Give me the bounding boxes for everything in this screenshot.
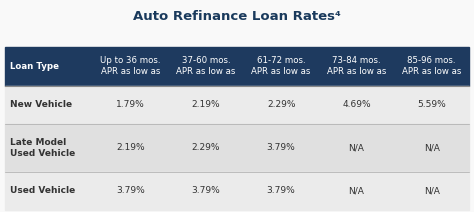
Text: 2.19%: 2.19% bbox=[191, 100, 220, 109]
Text: 4.69%: 4.69% bbox=[342, 100, 371, 109]
Bar bbox=[5, 47, 469, 86]
Text: 2.29%: 2.29% bbox=[191, 143, 220, 152]
Text: 85-96 mos.
APR as low as: 85-96 mos. APR as low as bbox=[402, 56, 461, 76]
Bar bbox=[5, 124, 469, 172]
Text: N/A: N/A bbox=[348, 143, 365, 152]
Text: 3.79%: 3.79% bbox=[267, 186, 295, 195]
Bar bbox=[5, 172, 469, 210]
Text: 2.29%: 2.29% bbox=[267, 100, 295, 109]
Bar bbox=[5, 86, 469, 124]
Text: Late Model
Used Vehicle: Late Model Used Vehicle bbox=[10, 138, 76, 158]
Text: N/A: N/A bbox=[424, 143, 439, 152]
Text: 37-60 mos.
APR as low as: 37-60 mos. APR as low as bbox=[176, 56, 236, 76]
Text: Used Vehicle: Used Vehicle bbox=[10, 186, 76, 195]
Text: 1.79%: 1.79% bbox=[116, 100, 145, 109]
Text: New Vehicle: New Vehicle bbox=[10, 100, 73, 109]
Text: 3.79%: 3.79% bbox=[191, 186, 220, 195]
Text: N/A: N/A bbox=[348, 186, 365, 195]
Text: 3.79%: 3.79% bbox=[267, 143, 295, 152]
Text: 61-72 mos.
APR as low as: 61-72 mos. APR as low as bbox=[251, 56, 311, 76]
Text: Auto Refinance Loan Rates⁴: Auto Refinance Loan Rates⁴ bbox=[133, 10, 341, 22]
Text: 3.79%: 3.79% bbox=[116, 186, 145, 195]
Text: N/A: N/A bbox=[424, 186, 439, 195]
Text: 5.59%: 5.59% bbox=[417, 100, 446, 109]
Text: Loan Type: Loan Type bbox=[10, 62, 59, 71]
Text: Up to 36 mos.
APR as low as: Up to 36 mos. APR as low as bbox=[100, 56, 161, 76]
Text: 2.19%: 2.19% bbox=[116, 143, 145, 152]
Text: 73-84 mos.
APR as low as: 73-84 mos. APR as low as bbox=[327, 56, 386, 76]
